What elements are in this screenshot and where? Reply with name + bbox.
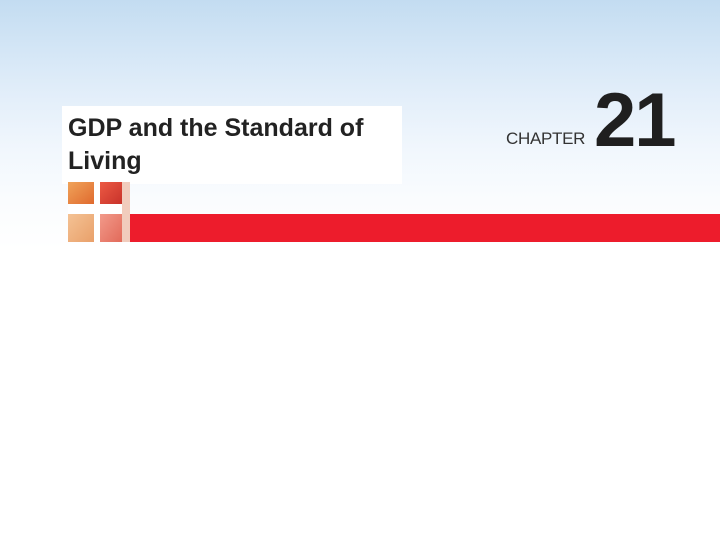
chapter-number: 21	[594, 78, 677, 163]
chapter-label: CHAPTER	[506, 129, 586, 148]
title-box	[62, 106, 402, 184]
slide-title: GDP and the Standard of Living	[68, 114, 364, 175]
cross-grid-logo-icon	[68, 182, 130, 242]
accent-red-bar	[130, 214, 720, 242]
